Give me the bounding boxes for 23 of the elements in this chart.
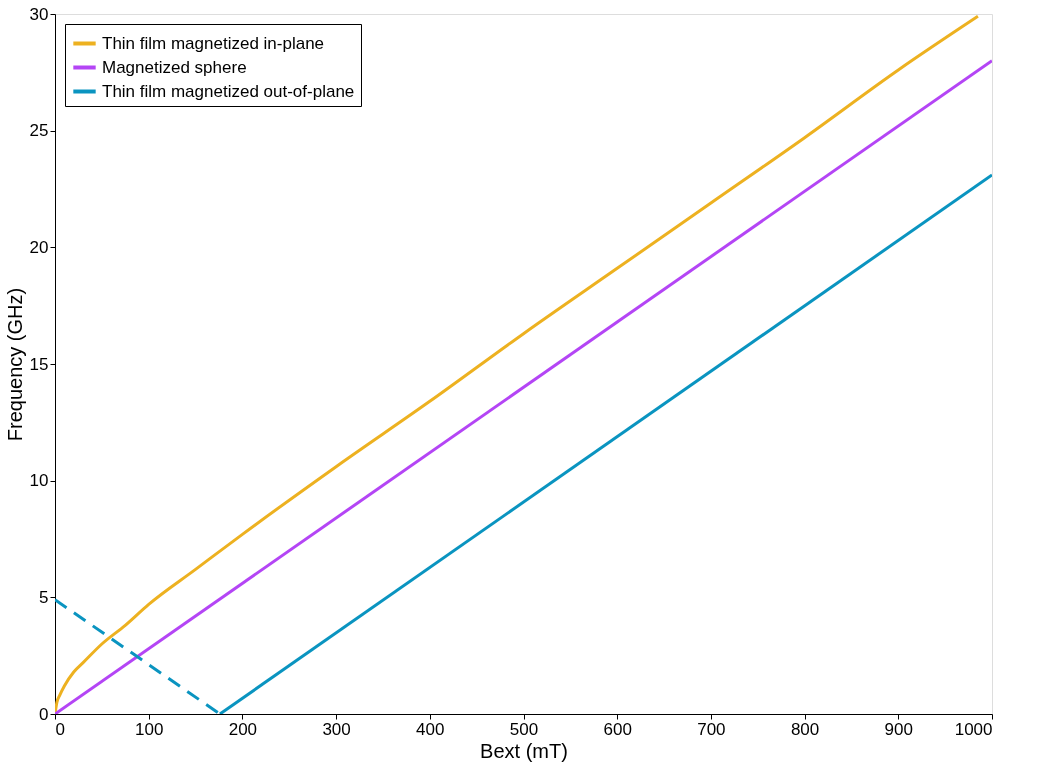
y-tick-label: 20 [29,237,49,257]
x-tick-label: 1000 [954,719,993,739]
x-tick-label: 600 [603,719,632,739]
x-tick-label: 100 [135,719,164,739]
x-tick-label: 900 [884,719,913,739]
x-tick-label: 300 [322,719,351,739]
x-tick-label: 500 [509,719,539,739]
legend-label: Thin film magnetized in-plane [102,33,325,53]
x-axis-title: Bext (mT) [480,739,568,762]
y-tick-label: 5 [39,587,49,607]
legend-label: Magnetized sphere [102,57,247,77]
x-tick-label: 400 [416,719,445,739]
y-tick-label: 0 [39,704,49,724]
x-tick-label: 200 [228,719,258,739]
y-tick-label: 15 [29,354,49,374]
y-tick-label: 30 [29,4,49,24]
y-tick-label: 25 [29,121,49,141]
y-axis-title: Frequency (GHz) [3,287,26,442]
y-tick-label: 10 [29,471,49,491]
legend-label: Thin film magnetized out-of-plane [102,81,355,101]
x-tick-label: 700 [697,719,726,739]
x-tick-label: 800 [790,719,820,739]
x-tick-label: 0 [55,719,65,739]
